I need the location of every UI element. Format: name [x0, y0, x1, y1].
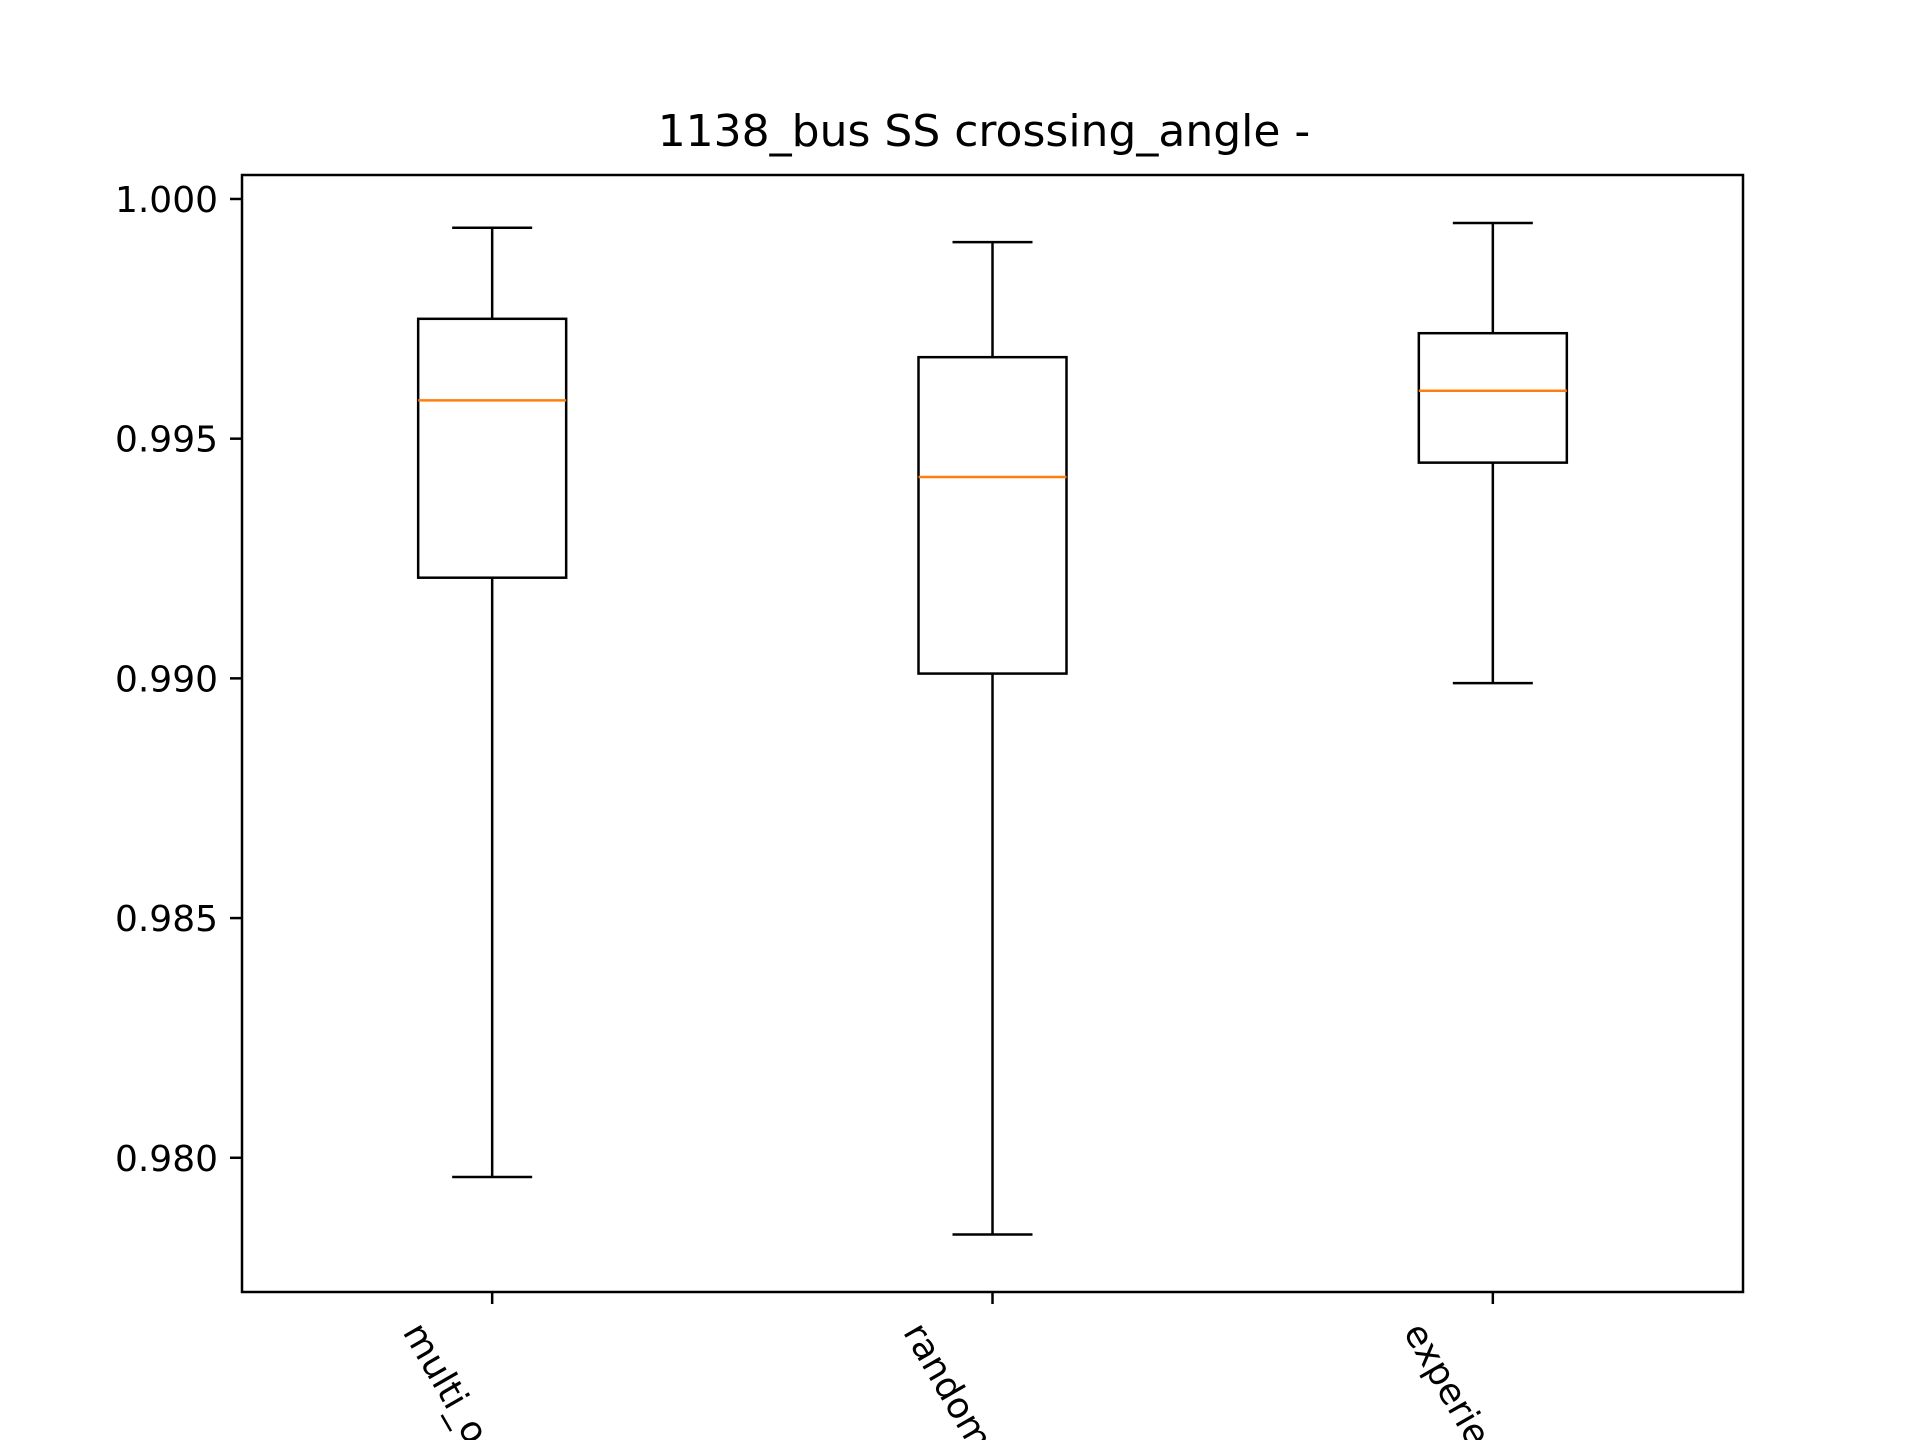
x-tick-label: experie [1395, 1316, 1498, 1440]
box-random [917, 355, 1068, 675]
chart-title: 1138_bus SS crossing_angle - [658, 106, 1311, 157]
y-tick-label: 0.985 [115, 899, 218, 940]
plot-area: 0.980 0.985 0.990 0.995 1.000 multi_o random ex… [115, 173, 1745, 1440]
y-tick-label: 0.980 [115, 1139, 218, 1180]
x-tick-label: random [895, 1316, 1000, 1440]
y-tick-label: 0.995 [115, 420, 218, 461]
box-experience [1417, 331, 1569, 464]
y-tick-label: 0.990 [115, 659, 218, 700]
y-tick-label: 1.000 [115, 180, 218, 221]
box-multi_objective [416, 317, 568, 579]
x-tick-label: multi_o [394, 1316, 496, 1440]
